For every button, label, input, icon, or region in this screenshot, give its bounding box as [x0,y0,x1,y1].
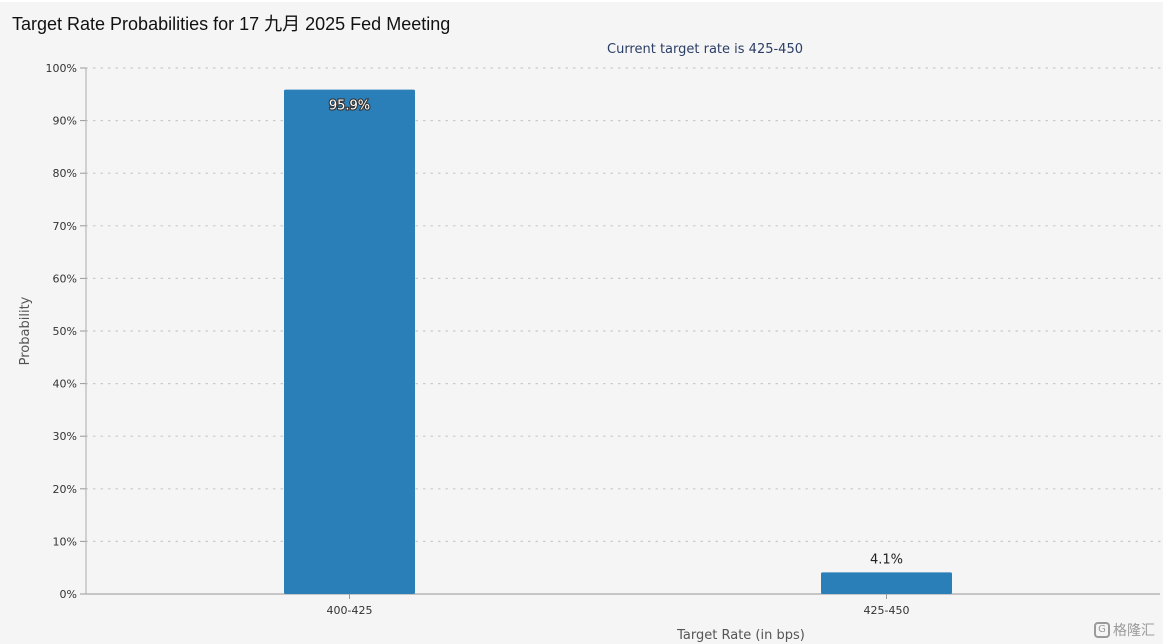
y-axis-title: Probability [18,296,33,365]
y-tick-label: 70% [53,220,77,233]
watermark: G 格隆汇 [1094,620,1155,640]
bar [284,89,415,594]
g-logo-icon: G [1094,622,1110,638]
top-border [0,0,1163,2]
y-tick-label: 0% [60,588,77,601]
data-label: 95.9% [329,99,370,114]
chart-title: Target Rate Probabilities for 17 九月 2025… [12,14,451,34]
chart-subtitle: Current target rate is 425-450 [607,42,803,57]
gridlines [85,67,1161,543]
y-tick-label: 40% [53,378,77,391]
y-tick-label: 10% [53,535,77,548]
y-tick-label: 80% [53,167,77,180]
bar [821,572,952,594]
x-tick-label: 400-425 [327,604,373,617]
y-tick-label: 60% [53,272,77,285]
x-tick-label: 425-450 [864,604,910,617]
axes [80,67,1160,599]
y-tick-label: 50% [53,325,77,338]
x-axis-title: Target Rate (in bps) [676,628,805,643]
y-tick-label: 20% [53,483,77,496]
data-label: 4.1% [870,552,903,567]
y-tick-label: 90% [53,115,77,128]
watermark-text: 格隆汇 [1113,623,1155,639]
labels: 0% 10% 20% 30% 40% 50% 60% 70% 80% 90% 100% 400-425… [18,42,909,643]
y-tick-label: 100% [46,62,77,75]
bars [284,89,952,594]
y-tick-label: 30% [53,430,77,443]
